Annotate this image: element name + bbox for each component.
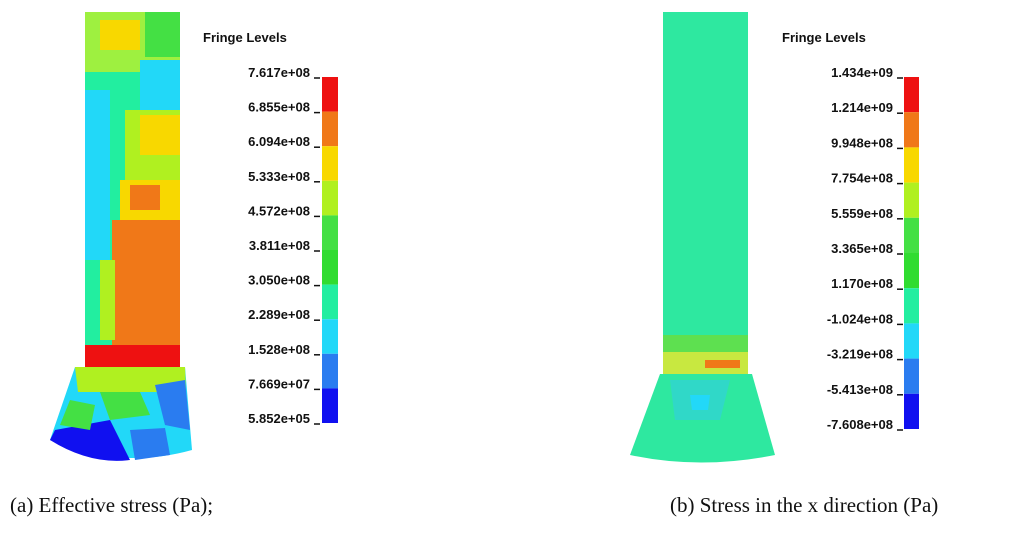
color-band <box>322 180 338 216</box>
color-band <box>322 77 338 112</box>
color-band <box>322 284 338 320</box>
level-label: 1.434e+09 <box>831 65 893 80</box>
color-band <box>904 253 919 289</box>
level-label: 7.669e+07 <box>248 376 310 391</box>
caption: (a) Effective stress (Pa); <box>10 493 213 517</box>
color-band <box>904 288 919 324</box>
color-band <box>904 393 919 429</box>
level-label: 7.754e+08 <box>831 171 893 186</box>
contour-a <box>50 12 192 461</box>
level-label: 3.811e+08 <box>249 238 310 253</box>
level-label: -1.024e+08 <box>827 311 893 326</box>
level-label: 5.852e+05 <box>248 411 310 426</box>
level-label: 2.289e+08 <box>248 307 310 322</box>
color-band <box>904 217 919 253</box>
level-label: 6.094e+08 <box>248 134 310 149</box>
color-band <box>904 77 919 113</box>
level-label: -3.219e+08 <box>827 347 893 362</box>
color-band <box>322 146 338 181</box>
color-band <box>904 358 919 394</box>
level-label: 3.365e+08 <box>831 241 893 256</box>
color-band <box>322 353 338 389</box>
level-label: -5.413e+08 <box>827 382 893 397</box>
color-band <box>322 215 338 250</box>
level-label: 4.572e+08 <box>248 203 310 218</box>
color-band <box>904 112 919 148</box>
color-band <box>322 319 338 354</box>
level-label: -7.608e+08 <box>827 417 893 432</box>
color-band <box>904 147 919 183</box>
level-label: 5.559e+08 <box>831 206 893 221</box>
level-label: 6.855e+08 <box>248 100 310 115</box>
level-label: 3.050e+08 <box>248 273 310 288</box>
level-label: 5.333e+08 <box>248 169 310 184</box>
level-label: 7.617e+08 <box>248 65 310 80</box>
level-label: 9.948e+08 <box>831 135 893 150</box>
level-label: 1.214e+09 <box>831 100 893 115</box>
legend-title: Fringe Levels <box>782 30 866 45</box>
level-label: 1.528e+08 <box>248 342 310 357</box>
color-band <box>904 182 919 218</box>
level-label: 1.170e+08 <box>831 276 893 291</box>
color-band <box>322 250 338 285</box>
color-band <box>904 323 919 359</box>
color-band <box>322 388 338 423</box>
color-band <box>322 111 338 147</box>
contour-b <box>630 12 775 463</box>
caption: (b) Stress in the x direction (Pa) <box>670 493 938 517</box>
legend-title: Fringe Levels <box>203 30 287 45</box>
